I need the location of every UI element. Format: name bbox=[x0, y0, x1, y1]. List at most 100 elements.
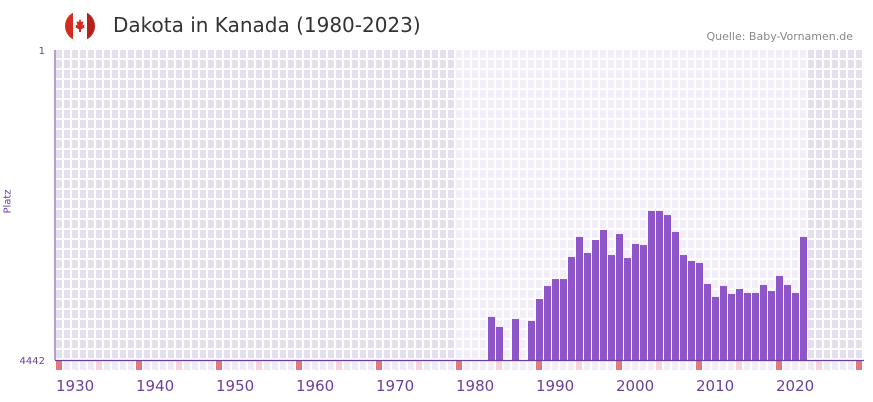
grid-cell bbox=[344, 130, 350, 138]
grid-cell bbox=[816, 150, 822, 158]
grid-cell bbox=[480, 350, 486, 358]
grid-cell bbox=[416, 290, 422, 298]
bar-1985[interactable] bbox=[496, 326, 503, 360]
grid-cell bbox=[840, 230, 846, 238]
grid-cell bbox=[584, 190, 590, 198]
bar-2013[interactable] bbox=[720, 286, 727, 360]
bar-1987[interactable] bbox=[512, 318, 519, 360]
grid-cell bbox=[624, 250, 630, 258]
bar-2009[interactable] bbox=[688, 261, 695, 360]
bar-1992[interactable] bbox=[552, 279, 559, 360]
bar-2021[interactable] bbox=[784, 285, 791, 360]
grid-cell bbox=[320, 340, 326, 348]
grid-cell bbox=[464, 170, 470, 178]
grid-cell bbox=[216, 290, 222, 298]
grid-cell bbox=[128, 170, 134, 178]
grid-cell bbox=[168, 190, 174, 198]
grid-cell bbox=[576, 160, 582, 168]
grid-cell bbox=[264, 140, 270, 148]
year-marker bbox=[792, 361, 798, 370]
grid-cell bbox=[432, 110, 438, 118]
bar-1999[interactable] bbox=[608, 255, 615, 360]
grid-cell bbox=[672, 70, 678, 78]
grid-cell bbox=[256, 310, 262, 318]
bar-2019[interactable] bbox=[768, 291, 775, 360]
bar-2020[interactable] bbox=[776, 276, 783, 360]
grid-cell bbox=[224, 260, 230, 268]
grid-cell bbox=[208, 160, 214, 168]
bar-2023[interactable] bbox=[800, 237, 807, 360]
grid-cell bbox=[680, 60, 686, 68]
bar-2018[interactable] bbox=[760, 285, 767, 360]
grid-cell bbox=[776, 200, 782, 208]
bar-1995[interactable] bbox=[576, 237, 583, 360]
bar-1993[interactable] bbox=[560, 279, 567, 360]
bar-2000[interactable] bbox=[616, 234, 623, 360]
bar-1994[interactable] bbox=[568, 256, 575, 360]
year-marker bbox=[824, 361, 830, 370]
bar-2004[interactable] bbox=[648, 210, 655, 360]
grid-cell bbox=[120, 80, 126, 88]
bar-2015[interactable] bbox=[736, 289, 743, 360]
bar-2003[interactable] bbox=[640, 245, 647, 360]
bar-1984[interactable] bbox=[488, 316, 495, 360]
grid-cell bbox=[112, 210, 118, 218]
grid-cell bbox=[536, 280, 542, 288]
grid-cell bbox=[400, 130, 406, 138]
grid-cell bbox=[320, 250, 326, 258]
grid-cell bbox=[720, 230, 726, 238]
bar-2011[interactable] bbox=[704, 283, 711, 360]
grid-cell bbox=[360, 100, 366, 108]
grid-cell bbox=[432, 90, 438, 98]
bar-2008[interactable] bbox=[680, 255, 687, 360]
grid-cell bbox=[352, 80, 358, 88]
grid-cell bbox=[256, 170, 262, 178]
grid-cell bbox=[528, 230, 534, 238]
bar-2001[interactable] bbox=[624, 258, 631, 360]
bar-2006[interactable] bbox=[664, 215, 671, 360]
grid-cell bbox=[456, 220, 462, 228]
source-link[interactable]: Quelle: Baby-Vornamen.de bbox=[706, 30, 853, 43]
grid-cell bbox=[80, 350, 86, 358]
grid-cell bbox=[120, 340, 126, 348]
grid-cell bbox=[80, 320, 86, 328]
bar-2007[interactable] bbox=[672, 231, 679, 360]
grid-cell bbox=[352, 100, 358, 108]
bar-2014[interactable] bbox=[728, 293, 735, 360]
grid-cell bbox=[496, 130, 502, 138]
grid-cell bbox=[520, 120, 526, 128]
grid-cell bbox=[648, 150, 654, 158]
grid-cell bbox=[216, 300, 222, 308]
grid-cell bbox=[144, 220, 150, 228]
grid-cell bbox=[128, 190, 134, 198]
bar-1991[interactable] bbox=[544, 286, 551, 360]
grid-cell bbox=[224, 160, 230, 168]
grid-cell bbox=[112, 60, 118, 68]
bar-1997[interactable] bbox=[592, 240, 599, 360]
bar-2010[interactable] bbox=[696, 262, 703, 360]
grid-cell bbox=[288, 80, 294, 88]
grid-cell bbox=[392, 280, 398, 288]
grid-cell bbox=[296, 210, 302, 218]
bar-2016[interactable] bbox=[744, 292, 751, 360]
grid-cell bbox=[192, 290, 198, 298]
bar-2017[interactable] bbox=[752, 292, 759, 360]
grid-cell bbox=[464, 180, 470, 188]
grid-cell bbox=[280, 320, 286, 328]
bar-1990[interactable] bbox=[536, 298, 543, 360]
year-marker bbox=[88, 361, 94, 370]
grid-cell bbox=[736, 60, 742, 68]
grid-cell bbox=[656, 120, 662, 128]
bar-2012[interactable] bbox=[712, 296, 719, 360]
grid-cell bbox=[112, 350, 118, 358]
bar-1996[interactable] bbox=[584, 252, 591, 360]
bar-2005[interactable] bbox=[656, 210, 663, 360]
bar-2022[interactable] bbox=[792, 292, 799, 360]
grid-cell bbox=[312, 270, 318, 278]
bar-1989[interactable] bbox=[528, 320, 535, 360]
bar-2002[interactable] bbox=[632, 243, 639, 360]
grid-cell bbox=[528, 310, 534, 318]
grid-cell bbox=[144, 280, 150, 288]
grid-cell bbox=[792, 70, 798, 78]
bar-1998[interactable] bbox=[600, 230, 607, 360]
